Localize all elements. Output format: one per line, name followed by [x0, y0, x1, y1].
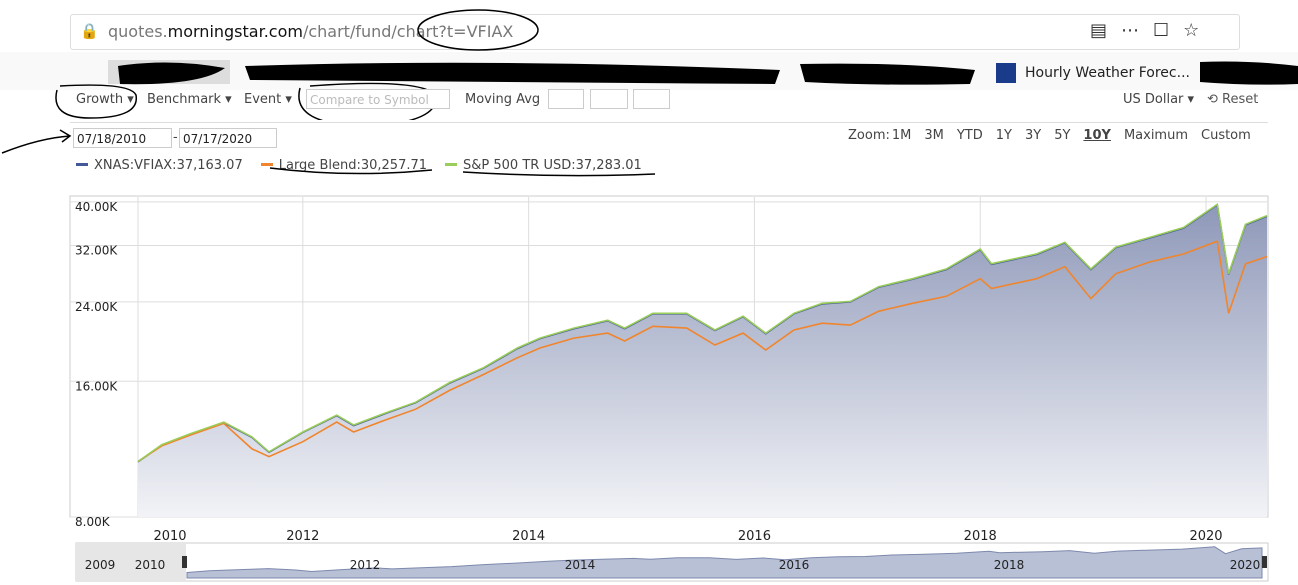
zoom-option[interactable]: 3Y [1024, 128, 1042, 143]
navigator-label: 2014 [565, 558, 596, 572]
ma-input[interactable] [590, 89, 628, 109]
y-tick-label: 24.00K [75, 300, 118, 314]
legend-value: 37,283.01 [575, 158, 642, 173]
zoom-option[interactable]: 10Y [1083, 128, 1111, 143]
navigator-mask [76, 543, 186, 581]
x-tick-label: 2016 [738, 529, 771, 544]
navigator-label: 2020 [1230, 558, 1261, 572]
legend-item[interactable]: S&P 500 TR USD37,283.01 [445, 158, 642, 173]
currency-menu[interactable]: US Dollar ▾ [1123, 92, 1195, 107]
start-date[interactable]: 07/18/2010 [73, 128, 172, 148]
event-menu[interactable]: Event ▾ [244, 92, 292, 107]
x-tick-label: 2012 [286, 529, 319, 544]
line [137, 240, 1268, 463]
legend-value: 37,163.07 [176, 158, 243, 173]
url-path: /chart/fund/chart?t=VFIAX [302, 22, 514, 41]
zoom-option[interactable]: 3M [924, 128, 944, 143]
x-tick-label: 2014 [512, 529, 545, 544]
end-date[interactable]: 07/17/2020 [179, 128, 277, 148]
divider [70, 122, 1268, 123]
arrow [1, 129, 72, 154]
x-tick-label: 2020 [1189, 529, 1222, 544]
y-tick-label: 32.00K [75, 244, 118, 258]
growth-menu[interactable]: Growth ▾ [76, 92, 134, 107]
benchmark-menu[interactable]: Benchmark ▾ [147, 92, 232, 107]
navigator-handle [1262, 556, 1267, 568]
navigator-label: 2010 [135, 558, 166, 572]
zoom-option[interactable]: 1M [891, 128, 912, 143]
zoom-option[interactable]: Custom [1201, 128, 1251, 143]
x-tick-label: 2010 [153, 529, 186, 544]
redactions [55, 9, 1298, 120]
legend-name: XNAS:VFIAX [94, 158, 177, 173]
ma-input[interactable] [633, 89, 670, 109]
bookmark[interactable]: Hourly Weather Forec... [1025, 65, 1190, 81]
insecure-icon: 🔒 [80, 22, 99, 40]
bookmark-icon [996, 63, 1016, 83]
compare-input[interactable]: Compare to Symbol [306, 89, 450, 109]
date-separator: - [173, 130, 178, 145]
navigator-label: 2009 [85, 558, 116, 572]
url-bar[interactable] [70, 14, 1240, 50]
legend-value: 30,257.71 [360, 158, 428, 173]
browser-icons[interactable]: ▤⋯☐☆ [1090, 20, 1214, 41]
zoom-option[interactable]: 5Y [1054, 128, 1071, 143]
legend-swatch [445, 163, 458, 166]
legend-item[interactable]: Large Blend30,257.71 [260, 158, 428, 173]
zoom-option[interactable]: Maximum [1123, 128, 1188, 143]
zoom-option[interactable]: YTD [956, 128, 983, 143]
legend-name: Large Blend [279, 158, 361, 173]
legend-item[interactable]: XNAS:VFIAX37,163.07 [76, 158, 243, 173]
navigator-label: 2018 [994, 558, 1025, 572]
legend-swatch [260, 163, 273, 166]
y-tick-label: 16.00K [75, 379, 118, 393]
y-tick-label: 40.00K [75, 200, 118, 214]
url-domain: morningstar.com [167, 22, 303, 41]
zoom-label: Zoom: [848, 128, 890, 143]
y-tick-label: 8.00K [75, 515, 111, 529]
url: quotes.morningstar.com/chart/fund/chart?… [108, 22, 513, 41]
navigator-label: 2016 [779, 558, 810, 572]
zoom: Zoom: 1M 3M YTD 1Y 3Y 5Y 10Y Maximum Custom [848, 128, 1251, 143]
line [137, 203, 1268, 463]
navigator-handle [182, 556, 187, 568]
navigator-area [186, 546, 1263, 579]
underline-scribble [269, 167, 656, 177]
ma-input[interactable] [548, 89, 584, 109]
moving-avg-label: Moving Avg [465, 92, 541, 107]
zoom-option[interactable]: 1Y [995, 128, 1012, 143]
legend: XNAS:VFIAX37,163.07 Large Blend30,257.71 S… [76, 158, 660, 173]
reset-button[interactable]: ⟲ Reset [1207, 92, 1259, 107]
url-prefix: quotes. [108, 22, 168, 41]
navigator-label: 2012 [350, 558, 381, 572]
legend-swatch [76, 163, 88, 166]
x-tick-label: 2018 [964, 529, 997, 544]
legend-name: S&P 500 TR USD [463, 158, 576, 173]
